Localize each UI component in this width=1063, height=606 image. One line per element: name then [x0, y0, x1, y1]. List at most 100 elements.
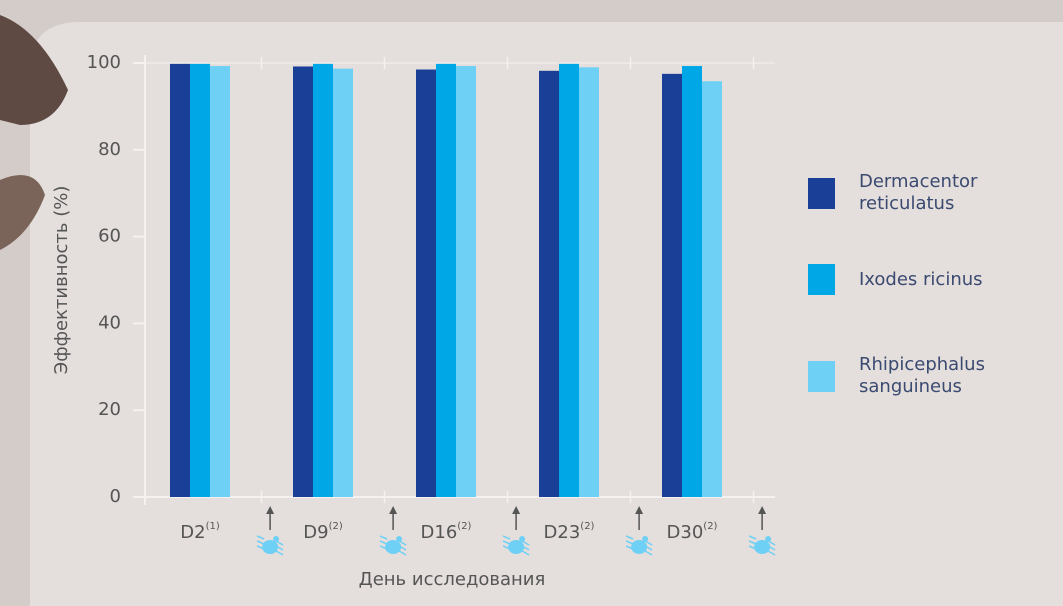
arrow-head	[389, 506, 398, 514]
x-tick-label: D9(2)	[303, 521, 343, 543]
bar	[190, 63, 210, 497]
category-superscript: (1)	[206, 521, 220, 532]
icon-leg	[502, 545, 511, 550]
icon-body	[262, 540, 279, 554]
icon-leg	[625, 540, 634, 545]
icon-head	[519, 536, 526, 542]
legend-label: Ixodes ricinus	[859, 268, 983, 290]
icon-body	[754, 540, 771, 554]
bar	[436, 63, 456, 497]
legend-swatch	[808, 264, 835, 295]
legend-item: Dermacentor reticulatus	[808, 171, 1019, 215]
icon-leg	[275, 545, 284, 551]
icon-leg	[379, 545, 388, 550]
icon-leg	[625, 535, 634, 540]
icon-leg	[256, 540, 265, 545]
icon-leg	[748, 545, 757, 550]
tick-icon	[625, 535, 653, 556]
bar	[682, 66, 702, 498]
y-tick-label: 20	[98, 399, 121, 420]
icon-head	[765, 536, 772, 542]
icon-leg	[748, 535, 757, 540]
bar	[293, 66, 313, 498]
icon-leg	[275, 540, 284, 546]
bar	[662, 73, 682, 497]
y-tick-label: 100	[87, 52, 121, 73]
bar	[559, 63, 579, 497]
category-superscript: (2)	[580, 521, 594, 532]
x-tick-label: D16(2)	[421, 521, 472, 543]
icon-leg	[625, 545, 634, 550]
bar	[170, 63, 190, 497]
legend-item: Rhipicephalus sanguineus	[808, 354, 1019, 398]
icon-leg	[379, 540, 388, 545]
icon-leg	[767, 545, 776, 551]
y-tick-label: 0	[110, 486, 121, 507]
icon-leg	[256, 545, 265, 550]
category-name: D23	[544, 522, 581, 543]
icon-leg	[398, 550, 407, 556]
category-name: D16	[421, 522, 458, 543]
icon-leg	[275, 550, 284, 556]
icon-head	[642, 536, 649, 542]
arrow-head	[635, 506, 644, 514]
icon-leg	[767, 550, 776, 556]
x-tick-label: D2(1)	[180, 521, 220, 543]
bar	[702, 81, 722, 497]
bar	[416, 69, 436, 497]
arrow-head	[512, 506, 521, 514]
icon-leg	[379, 535, 388, 540]
icon-leg	[644, 545, 653, 551]
icon-leg	[521, 545, 530, 551]
tick-icon	[748, 535, 776, 556]
category-name: D9	[303, 522, 328, 543]
icon-leg	[521, 550, 530, 556]
icon-leg	[398, 540, 407, 546]
y-axis-label: Эффективность (%)	[51, 186, 72, 375]
tick-icon	[256, 535, 284, 556]
icon-leg	[502, 535, 511, 540]
icon-leg	[644, 550, 653, 556]
decor-shape	[0, 175, 45, 250]
icon-leg	[521, 540, 530, 546]
icon-body	[631, 540, 648, 554]
bar	[333, 68, 353, 497]
icon-leg	[502, 540, 511, 545]
bar	[313, 63, 333, 497]
bar	[579, 67, 599, 497]
y-tick-label: 40	[98, 312, 121, 333]
category-superscript: (2)	[703, 521, 717, 532]
icon-head	[396, 536, 403, 542]
arrow-head	[758, 506, 767, 514]
tick-icon	[502, 535, 530, 556]
legend-label: Rhipicephalus sanguineus	[859, 354, 985, 397]
x-axis-label: День исследования	[359, 569, 546, 590]
y-tick-label: 80	[98, 139, 121, 160]
icon-leg	[256, 535, 265, 540]
arrow-head	[266, 506, 275, 514]
icon-body	[508, 540, 525, 554]
bar	[456, 66, 476, 498]
category-superscript: (2)	[457, 521, 471, 532]
x-tick-label: D23(2)	[544, 521, 595, 543]
icon-leg	[767, 540, 776, 546]
category-name: D2	[180, 522, 205, 543]
tick-icon	[379, 535, 407, 556]
legend-swatch	[808, 360, 835, 392]
legend-swatch	[808, 177, 835, 209]
icon-leg	[644, 540, 653, 546]
category-name: D30	[667, 522, 704, 543]
decor-shape	[0, 15, 68, 125]
icon-body	[385, 540, 402, 554]
icon-leg	[398, 545, 407, 551]
x-tick-label: D30(2)	[667, 521, 718, 543]
y-tick-label: 60	[98, 226, 121, 247]
bar	[539, 70, 559, 497]
icon-leg	[748, 540, 757, 545]
legend-label: Dermacentor reticulatus	[859, 171, 978, 214]
icon-head	[273, 536, 280, 542]
bar	[210, 66, 230, 498]
category-superscript: (2)	[329, 521, 343, 532]
